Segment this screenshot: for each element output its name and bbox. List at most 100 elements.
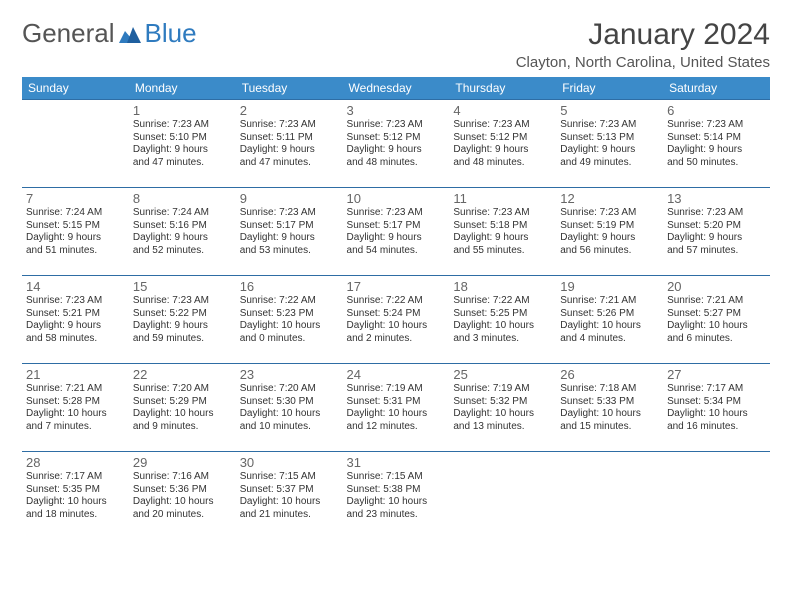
day-number: 14 <box>26 279 125 294</box>
calendar-cell: 22Sunrise: 7:20 AMSunset: 5:29 PMDayligh… <box>129 364 236 452</box>
calendar-cell <box>22 100 129 188</box>
info-line-ss: Sunset: 5:14 PM <box>667 132 766 145</box>
info-line-d2: and 20 minutes. <box>133 509 232 522</box>
calendar-cell: 18Sunrise: 7:22 AMSunset: 5:25 PMDayligh… <box>449 276 556 364</box>
info-line-d1: Daylight: 9 hours <box>26 232 125 245</box>
day-number: 5 <box>560 103 659 118</box>
day-number: 28 <box>26 455 125 470</box>
info-line-d2: and 10 minutes. <box>240 421 339 434</box>
month-title: January 2024 <box>516 18 770 52</box>
calendar-cell: 13Sunrise: 7:23 AMSunset: 5:20 PMDayligh… <box>663 188 770 276</box>
info-line-d2: and 13 minutes. <box>453 421 552 434</box>
info-line-ss: Sunset: 5:23 PM <box>240 308 339 321</box>
calendar-week: 28Sunrise: 7:17 AMSunset: 5:35 PMDayligh… <box>22 452 770 540</box>
info-line-d2: and 58 minutes. <box>26 333 125 346</box>
day-number: 18 <box>453 279 552 294</box>
info-line-sr: Sunrise: 7:20 AM <box>133 383 232 396</box>
info-line-d2: and 48 minutes. <box>347 157 446 170</box>
info-line-d1: Daylight: 9 hours <box>240 232 339 245</box>
day-info: Sunrise: 7:23 AMSunset: 5:11 PMDaylight:… <box>240 119 339 169</box>
calendar-cell: 8Sunrise: 7:24 AMSunset: 5:16 PMDaylight… <box>129 188 236 276</box>
day-info: Sunrise: 7:15 AMSunset: 5:38 PMDaylight:… <box>347 471 446 521</box>
info-line-d1: Daylight: 10 hours <box>347 496 446 509</box>
info-line-sr: Sunrise: 7:23 AM <box>133 295 232 308</box>
info-line-ss: Sunset: 5:11 PM <box>240 132 339 145</box>
info-line-d1: Daylight: 9 hours <box>347 232 446 245</box>
page-header: General Blue January 2024 Clayton, North… <box>22 18 770 71</box>
info-line-d2: and 51 minutes. <box>26 245 125 258</box>
info-line-ss: Sunset: 5:37 PM <box>240 484 339 497</box>
day-header: Thursday <box>449 77 556 100</box>
info-line-sr: Sunrise: 7:23 AM <box>240 207 339 220</box>
info-line-d2: and 15 minutes. <box>560 421 659 434</box>
info-line-d2: and 3 minutes. <box>453 333 552 346</box>
info-line-d1: Daylight: 10 hours <box>240 496 339 509</box>
info-line-ss: Sunset: 5:20 PM <box>667 220 766 233</box>
day-number: 21 <box>26 367 125 382</box>
calendar-cell: 6Sunrise: 7:23 AMSunset: 5:14 PMDaylight… <box>663 100 770 188</box>
info-line-ss: Sunset: 5:18 PM <box>453 220 552 233</box>
info-line-d2: and 2 minutes. <box>347 333 446 346</box>
info-line-sr: Sunrise: 7:22 AM <box>347 295 446 308</box>
info-line-d1: Daylight: 10 hours <box>240 320 339 333</box>
info-line-ss: Sunset: 5:32 PM <box>453 396 552 409</box>
info-line-ss: Sunset: 5:25 PM <box>453 308 552 321</box>
info-line-d2: and 52 minutes. <box>133 245 232 258</box>
info-line-ss: Sunset: 5:17 PM <box>240 220 339 233</box>
info-line-ss: Sunset: 5:34 PM <box>667 396 766 409</box>
day-info: Sunrise: 7:22 AMSunset: 5:25 PMDaylight:… <box>453 295 552 345</box>
day-header: Monday <box>129 77 236 100</box>
info-line-d2: and 7 minutes. <box>26 421 125 434</box>
day-number: 8 <box>133 191 232 206</box>
calendar-cell: 4Sunrise: 7:23 AMSunset: 5:12 PMDaylight… <box>449 100 556 188</box>
calendar-cell: 19Sunrise: 7:21 AMSunset: 5:26 PMDayligh… <box>556 276 663 364</box>
info-line-sr: Sunrise: 7:23 AM <box>347 119 446 132</box>
info-line-d1: Daylight: 9 hours <box>667 144 766 157</box>
calendar-cell <box>663 452 770 540</box>
info-line-sr: Sunrise: 7:23 AM <box>453 207 552 220</box>
day-number: 27 <box>667 367 766 382</box>
calendar-cell: 11Sunrise: 7:23 AMSunset: 5:18 PMDayligh… <box>449 188 556 276</box>
calendar-cell: 24Sunrise: 7:19 AMSunset: 5:31 PMDayligh… <box>343 364 450 452</box>
calendar-week: 21Sunrise: 7:21 AMSunset: 5:28 PMDayligh… <box>22 364 770 452</box>
calendar-cell: 23Sunrise: 7:20 AMSunset: 5:30 PMDayligh… <box>236 364 343 452</box>
calendar-cell: 27Sunrise: 7:17 AMSunset: 5:34 PMDayligh… <box>663 364 770 452</box>
info-line-d1: Daylight: 10 hours <box>453 408 552 421</box>
calendar-cell <box>556 452 663 540</box>
info-line-d2: and 9 minutes. <box>133 421 232 434</box>
info-line-d2: and 47 minutes. <box>240 157 339 170</box>
info-line-d1: Daylight: 10 hours <box>26 496 125 509</box>
day-header-row: SundayMondayTuesdayWednesdayThursdayFrid… <box>22 77 770 100</box>
info-line-sr: Sunrise: 7:22 AM <box>453 295 552 308</box>
day-info: Sunrise: 7:23 AMSunset: 5:18 PMDaylight:… <box>453 207 552 257</box>
day-number: 17 <box>347 279 446 294</box>
info-line-sr: Sunrise: 7:15 AM <box>347 471 446 484</box>
info-line-sr: Sunrise: 7:23 AM <box>240 119 339 132</box>
info-line-ss: Sunset: 5:21 PM <box>26 308 125 321</box>
day-number: 7 <box>26 191 125 206</box>
info-line-sr: Sunrise: 7:16 AM <box>133 471 232 484</box>
info-line-d2: and 48 minutes. <box>453 157 552 170</box>
info-line-d1: Daylight: 10 hours <box>133 408 232 421</box>
info-line-d1: Daylight: 9 hours <box>133 232 232 245</box>
calendar-cell: 25Sunrise: 7:19 AMSunset: 5:32 PMDayligh… <box>449 364 556 452</box>
title-block: January 2024 Clayton, North Carolina, Un… <box>516 18 770 71</box>
calendar-cell: 31Sunrise: 7:15 AMSunset: 5:38 PMDayligh… <box>343 452 450 540</box>
info-line-d2: and 50 minutes. <box>667 157 766 170</box>
info-line-sr: Sunrise: 7:23 AM <box>26 295 125 308</box>
info-line-d1: Daylight: 10 hours <box>347 320 446 333</box>
info-line-sr: Sunrise: 7:15 AM <box>240 471 339 484</box>
calendar-cell: 14Sunrise: 7:23 AMSunset: 5:21 PMDayligh… <box>22 276 129 364</box>
day-header: Sunday <box>22 77 129 100</box>
day-info: Sunrise: 7:15 AMSunset: 5:37 PMDaylight:… <box>240 471 339 521</box>
calendar-cell: 29Sunrise: 7:16 AMSunset: 5:36 PMDayligh… <box>129 452 236 540</box>
day-number: 20 <box>667 279 766 294</box>
brand-part1: General <box>22 18 115 49</box>
day-info: Sunrise: 7:19 AMSunset: 5:31 PMDaylight:… <box>347 383 446 433</box>
calendar-cell: 21Sunrise: 7:21 AMSunset: 5:28 PMDayligh… <box>22 364 129 452</box>
info-line-ss: Sunset: 5:28 PM <box>26 396 125 409</box>
info-line-ss: Sunset: 5:10 PM <box>133 132 232 145</box>
day-info: Sunrise: 7:23 AMSunset: 5:14 PMDaylight:… <box>667 119 766 169</box>
calendar-cell <box>449 452 556 540</box>
info-line-sr: Sunrise: 7:23 AM <box>347 207 446 220</box>
